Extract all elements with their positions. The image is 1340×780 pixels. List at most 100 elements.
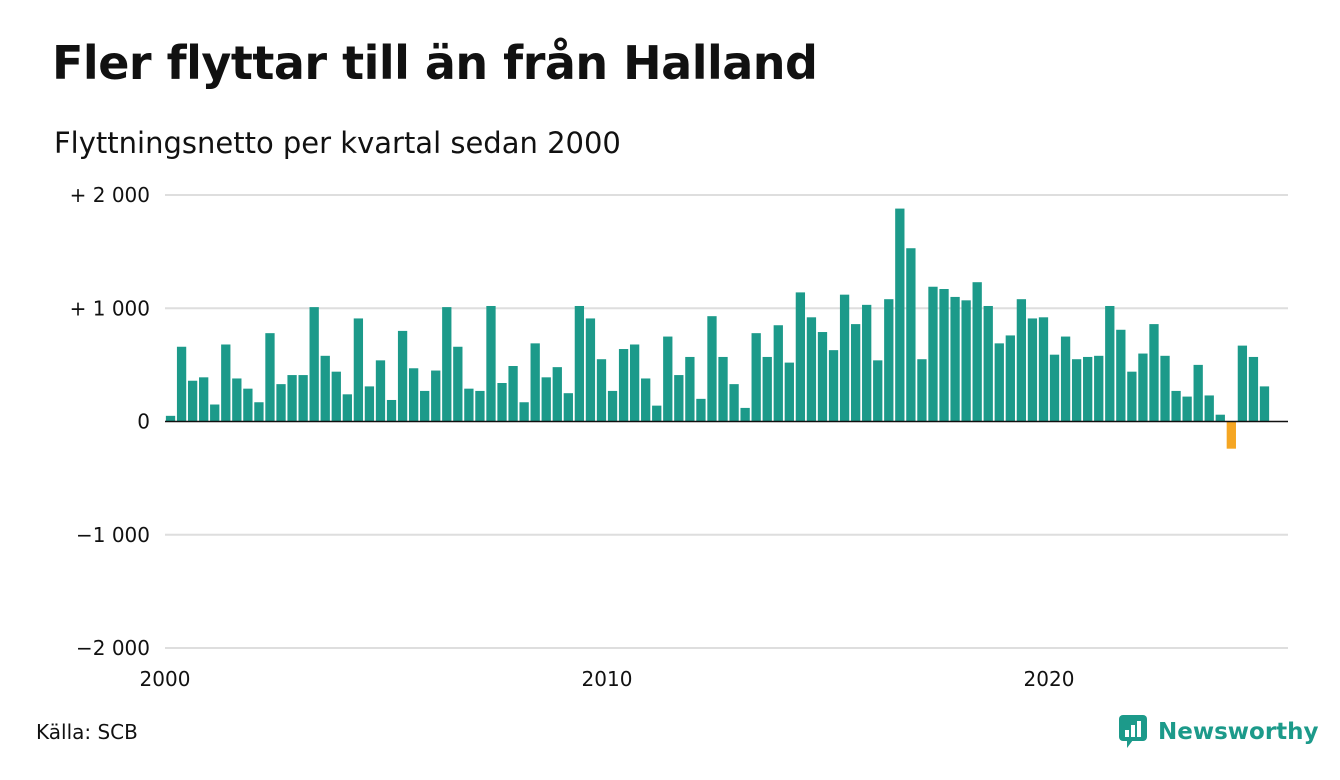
bar [1038,317,1049,422]
bar [884,299,894,422]
brand-name: Newsworthy [1158,719,1319,745]
bar [386,399,397,422]
bar [1083,356,1093,422]
bar [309,307,319,422]
bar [585,318,596,422]
bar [287,375,297,422]
bar [508,366,518,422]
y-tick-label: 0 [137,410,150,434]
source-note: Källa: SCB [36,720,138,744]
bar [839,294,850,422]
bar [685,356,695,422]
bar [1149,324,1159,422]
bar [895,208,905,422]
bar [873,360,883,422]
bar [718,356,728,422]
bar [652,405,662,422]
bar [618,349,629,422]
bar [817,332,828,422]
bar [1071,359,1082,422]
bar [751,333,761,422]
bar [320,355,330,422]
bar [442,307,452,422]
bar [563,393,573,422]
bar [431,370,441,422]
bar [408,368,419,422]
bar [1193,364,1203,422]
brand-logo: Newsworthy [1118,712,1319,752]
bar [475,390,485,422]
bar [1060,336,1071,422]
bars [165,208,1270,449]
bar [983,305,993,422]
bar [961,300,971,422]
bar [375,360,386,422]
newsworthy-logo-icon [1119,715,1147,748]
bar [342,394,352,422]
x-tick-label: 2020 [1024,667,1075,691]
bar [1105,305,1115,422]
x-axis-tick-labels: 2000 2010 2020 [140,667,1075,691]
bar [420,390,430,422]
bar [1237,345,1248,422]
bar [906,248,916,422]
bar [729,384,739,422]
x-tick-label: 2010 [582,667,633,691]
bar [1094,355,1104,422]
bar [486,305,496,422]
bar [574,305,585,422]
bar [276,384,286,422]
chart-subtitle: Flyttningsnetto per kvartal sedan 2000 [54,126,621,160]
bar [497,383,507,422]
bar [707,316,717,422]
bar [1049,354,1060,422]
bar [364,386,375,422]
bar [629,344,640,422]
bar [1116,329,1126,422]
bar [187,380,198,422]
bar [607,390,618,422]
bar [221,344,231,422]
y-axis-tick-labels: + 2 000 + 1 000 0 −1 000 −2 000 [70,183,150,660]
bar [773,325,783,422]
bar [199,377,209,422]
y-tick-label: −2 000 [76,636,150,660]
bar [453,346,463,422]
bar [928,286,938,422]
bar [165,415,176,422]
y-tick-label: + 1 000 [70,296,150,320]
bar [541,377,551,422]
bar [994,343,1004,422]
bar [784,362,794,422]
bar [641,378,651,422]
bar [265,333,275,422]
bar [917,359,927,422]
bar [806,317,817,422]
bar [298,375,308,422]
bar [1171,390,1181,422]
bar [1160,355,1170,422]
bar [552,367,562,422]
bar [939,289,949,422]
bar [740,407,750,422]
bar [828,350,839,422]
chart-title: Fler flyttar till än från Halland [52,36,818,90]
bar [1005,335,1015,422]
bar [950,296,960,422]
bar [232,378,242,422]
bar [464,388,474,422]
bar [1016,299,1027,422]
x-tick-label: 2000 [140,667,191,691]
bar [1215,414,1225,422]
bar [1226,421,1236,449]
bar [696,398,706,422]
bar [850,324,861,422]
bar [1204,395,1214,422]
bar [210,404,220,422]
bar [663,336,673,422]
bar [1248,356,1259,422]
bar [1138,353,1148,422]
bar [762,356,772,422]
bar-chart: + 2 000 + 1 000 0 −1 000 −2 000 2000 2010 2020 [70,183,1288,691]
bar [674,375,684,422]
